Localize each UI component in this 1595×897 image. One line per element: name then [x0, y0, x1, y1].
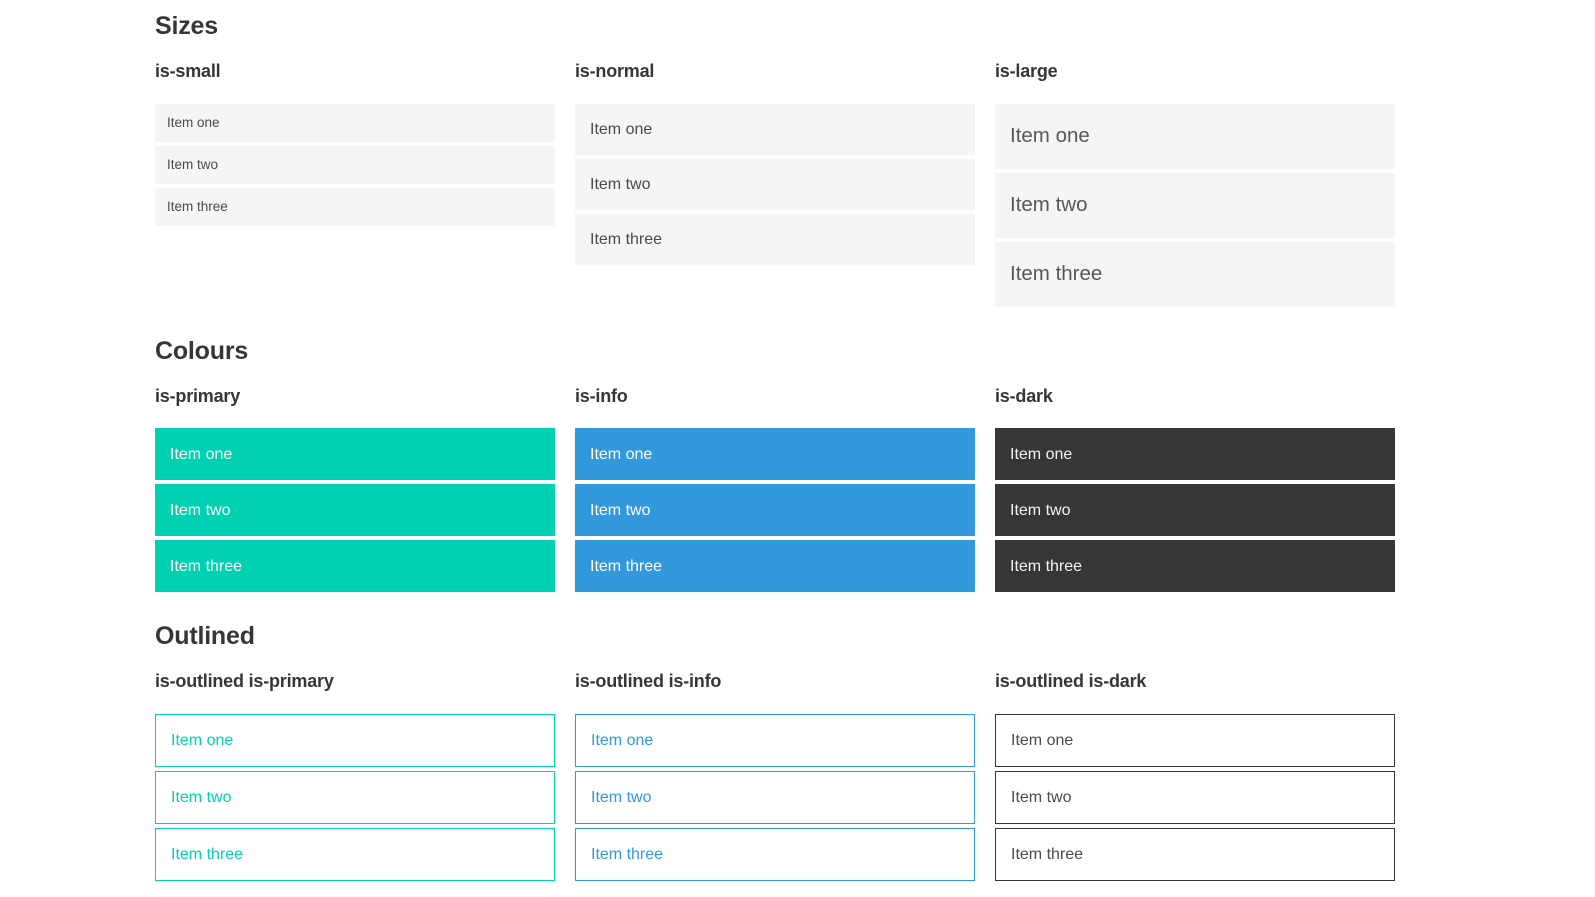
column-outlined-info: is-outlined is-info Item one Item two It…	[575, 671, 975, 885]
sizes-columns: is-small Item one Item two Item three is…	[155, 61, 1396, 311]
variant-label: is-outlined is-primary	[155, 671, 334, 692]
section-sizes: Sizes is-small Item one Item two Item th…	[155, 11, 1396, 311]
list-item: Item three	[575, 213, 975, 265]
colours-columns: is-primary Item one Item two Item three …	[155, 386, 1396, 597]
list-item: Item two	[155, 484, 555, 537]
variant-label: is-dark	[995, 385, 1053, 406]
list-item: Item three	[575, 540, 975, 593]
list-item: Item one	[995, 103, 1395, 169]
list-item: Item two	[155, 771, 555, 825]
column-is-dark: is-dark Item one Item two Item three	[995, 386, 1395, 597]
section-title: Colours	[155, 336, 249, 365]
variant-label: is-normal	[575, 61, 655, 81]
column-is-normal: is-normal Item one Item two Item three	[575, 61, 975, 269]
list-item: Item one	[995, 428, 1395, 481]
variant-label: is-info	[575, 385, 628, 406]
list-item: Item two	[575, 771, 975, 825]
list-small: Item one Item two Item three	[155, 103, 555, 226]
variant-label: is-large	[995, 61, 1058, 81]
column-outlined-primary: is-outlined is-primary Item one Item two…	[155, 671, 555, 885]
list-item: Item two	[575, 484, 975, 537]
list-item: Item three	[995, 540, 1395, 593]
list-item: Item three	[155, 187, 555, 226]
list-large: Item one Item two Item three	[995, 103, 1395, 307]
list-dark: Item one Item two Item three	[995, 428, 1395, 593]
styleguide-page: Sizes is-small Item one Item two Item th…	[155, 0, 1396, 885]
list-item: Item three	[155, 540, 555, 593]
section-outlined: Outlined is-outlined is-primary Item one…	[155, 621, 1396, 885]
section-title: Outlined	[155, 622, 255, 651]
list-item: Item one	[575, 103, 975, 155]
column-is-info: is-info Item one Item two Item three	[575, 386, 975, 597]
outlined-columns: is-outlined is-primary Item one Item two…	[155, 671, 1396, 885]
list-item: Item one	[575, 714, 975, 768]
list-info: Item one Item two Item three	[575, 428, 975, 593]
list-item: Item three	[155, 828, 555, 882]
list-item: Item two	[995, 771, 1395, 825]
column-is-small: is-small Item one Item two Item three	[155, 61, 555, 230]
list-normal: Item one Item two Item three	[575, 103, 975, 265]
variant-label: is-outlined is-dark	[995, 671, 1147, 692]
list-item: Item two	[575, 158, 975, 210]
list-item: Item two	[995, 172, 1395, 238]
list-outlined-info: Item one Item two Item three	[575, 714, 975, 882]
column-is-primary: is-primary Item one Item two Item three	[155, 386, 555, 597]
variant-label: is-small	[155, 61, 221, 81]
section-colours: Colours is-primary Item one Item two Ite…	[155, 336, 1396, 597]
list-item: Item three	[995, 241, 1395, 307]
list-outlined-dark: Item one Item two Item three	[995, 714, 1395, 882]
variant-label: is-outlined is-info	[575, 671, 722, 692]
list-item: Item two	[155, 145, 555, 184]
column-outlined-dark: is-outlined is-dark Item one Item two It…	[995, 671, 1395, 885]
list-outlined-primary: Item one Item two Item three	[155, 714, 555, 882]
section-title: Sizes	[155, 12, 218, 40]
column-is-large: is-large Item one Item two Item three	[995, 61, 1395, 311]
list-item: Item one	[155, 428, 555, 481]
list-item: Item three	[995, 828, 1395, 882]
list-item: Item one	[155, 714, 555, 768]
list-item: Item three	[575, 828, 975, 882]
list-item: Item one	[995, 714, 1395, 768]
variant-label: is-primary	[155, 385, 241, 406]
list-item: Item one	[575, 428, 975, 481]
list-primary: Item one Item two Item three	[155, 428, 555, 593]
list-item: Item two	[995, 484, 1395, 537]
list-item: Item one	[155, 103, 555, 142]
